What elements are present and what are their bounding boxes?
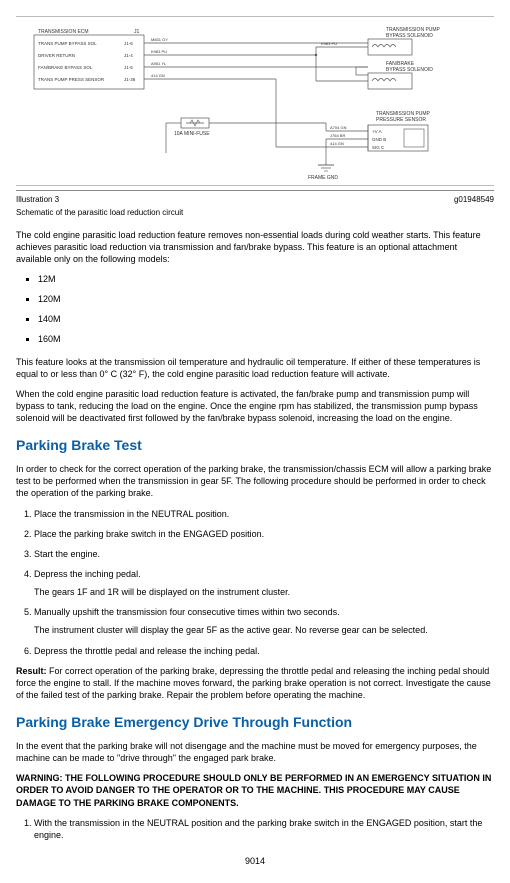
svg-text:J1-6: J1-6 — [124, 41, 133, 46]
schematic-diagram: TRANSMISSION ECM J1 TRANS PUMP BYPASS SO… — [16, 23, 494, 183]
model-item: 140M — [38, 313, 494, 325]
svg-text:J1: J1 — [134, 29, 140, 35]
page-number: 9014 — [16, 855, 494, 867]
step-item: Start the engine. — [34, 548, 494, 560]
illustration-caption-row: Illustration 3 g01948549 — [16, 195, 494, 206]
svg-text:J1-5: J1-5 — [124, 65, 133, 70]
svg-text:414 GN: 414 GN — [151, 73, 165, 78]
step-subtext: The gears 1F and 1R will be displayed on… — [34, 586, 494, 598]
svg-text:TRANS PUMP PRESS SENSOR: TRANS PUMP PRESS SENSOR — [38, 77, 105, 82]
svg-text:SIG C: SIG C — [372, 145, 385, 150]
procedure-steps-1: Place the transmission in the NEUTRAL po… — [34, 508, 494, 657]
result-label: Result: — [16, 666, 47, 676]
schematic-container: TRANSMISSION ECM J1 TRANS PUMP BYPASS SO… — [16, 16, 494, 186]
step-subtext: The instrument cluster will display the … — [34, 624, 494, 636]
result-text: For correct operation of the parking bra… — [16, 666, 491, 700]
illustration-separator — [16, 190, 494, 191]
section2-intro: In the event that the parking brake will… — [16, 740, 494, 764]
model-list: 12M 120M 140M 160M — [38, 273, 494, 346]
svg-text:FRAME GND: FRAME GND — [308, 175, 338, 181]
svg-text:BYPASS SOLENOID: BYPASS SOLENOID — [386, 67, 433, 73]
svg-text:TRANS PUMP BYPASS SOL: TRANS PUMP BYPASS SOL — [38, 41, 97, 46]
svg-text:10A MINI-FUSE: 10A MINI-FUSE — [174, 131, 210, 137]
step-text: Depress the inching pedal. — [34, 569, 141, 579]
svg-text:+V A: +V A — [372, 129, 382, 134]
step-text: With the transmission in the NEUTRAL pos… — [34, 818, 482, 840]
model-item: 12M — [38, 273, 494, 285]
result-paragraph: Result: For correct operation of the par… — [16, 665, 494, 701]
step-text: Place the parking brake switch in the EN… — [34, 529, 264, 539]
svg-text:J1-36: J1-36 — [124, 77, 136, 82]
svg-text:GND B: GND B — [372, 137, 386, 142]
label-ecm: TRANSMISSION ECM — [38, 29, 89, 35]
svg-text:M831 GY: M831 GY — [151, 37, 168, 42]
svg-text:J1-4: J1-4 — [124, 53, 133, 58]
svg-text:FAN/BRAKE BYPASS SOL: FAN/BRAKE BYPASS SOL — [38, 65, 93, 70]
svg-text:DRIVER RETURN: DRIVER RETURN — [38, 53, 75, 58]
section-title-emergency-drive: Parking Brake Emergency Drive Through Fu… — [16, 713, 494, 732]
svg-text:BYPASS SOLENOID: BYPASS SOLENOID — [386, 33, 433, 39]
step-text: Start the engine. — [34, 549, 100, 559]
illustration-label: Illustration 3 — [16, 195, 59, 206]
step-item: Depress the inching pedal. The gears 1F … — [34, 568, 494, 598]
svg-text:A704 GN: A704 GN — [330, 125, 347, 130]
intro-paragraph-3: When the cold engine parasitic load redu… — [16, 388, 494, 424]
intro-paragraph-1: The cold engine parasitic load reduction… — [16, 229, 494, 265]
section1-intro: In order to check for the correct operat… — [16, 463, 494, 499]
svg-text:414 GN: 414 GN — [330, 141, 344, 146]
svg-text:PRESSURE SENSOR: PRESSURE SENSOR — [376, 117, 426, 123]
illustration-code: g01948549 — [454, 195, 494, 206]
svg-text:K983 PU: K983 PU — [321, 41, 337, 46]
procedure-steps-2: With the transmission in the NEUTRAL pos… — [34, 817, 494, 841]
section-title-parking-brake-test: Parking Brake Test — [16, 436, 494, 455]
step-text: Place the transmission in the NEUTRAL po… — [34, 509, 229, 519]
step-text: Depress the throttle pedal and release t… — [34, 646, 260, 656]
svg-text:K983 PU: K983 PU — [151, 49, 167, 54]
model-item: 120M — [38, 293, 494, 305]
step-item: With the transmission in the NEUTRAL pos… — [34, 817, 494, 841]
svg-text:A951 YL: A951 YL — [151, 61, 167, 66]
step-item: Place the parking brake switch in the EN… — [34, 528, 494, 540]
step-text: Manually upshift the transmission four c… — [34, 607, 340, 617]
svg-text:J764 BR: J764 BR — [330, 133, 345, 138]
model-item: 160M — [38, 333, 494, 345]
step-item: Place the transmission in the NEUTRAL po… — [34, 508, 494, 520]
step-item: Depress the throttle pedal and release t… — [34, 645, 494, 657]
step-item: Manually upshift the transmission four c… — [34, 606, 494, 636]
intro-paragraph-2: This feature looks at the transmission o… — [16, 356, 494, 380]
illustration-caption: Schematic of the parasitic load reductio… — [16, 208, 494, 219]
warning-text: WARNING: THE FOLLOWING PROCEDURE SHOULD … — [16, 772, 494, 808]
